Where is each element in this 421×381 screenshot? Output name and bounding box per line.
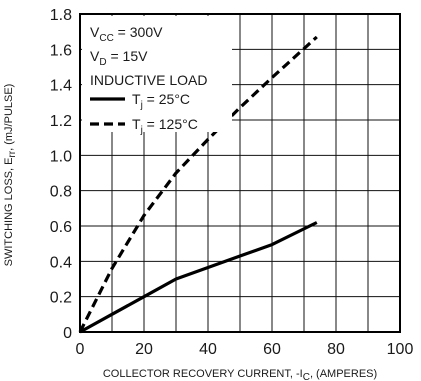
legend-item: Tj = 25°C: [90, 91, 190, 111]
y-tick-label: 0.6: [50, 219, 72, 236]
series-line-tj-125c: [78, 35, 318, 333]
condition-label: VCC = 300V: [90, 24, 163, 44]
y-tick-label: 0.4: [50, 254, 72, 271]
x-tick-label: 100: [387, 341, 414, 358]
y-tick-label: 1.8: [50, 7, 72, 24]
y-tick-label: 1.6: [50, 42, 72, 59]
annotation-layer: VCC = 300V VD = 15V INDUCTIVE LOAD Tj = 25°…: [82, 16, 232, 136]
plot-border: [79, 13, 401, 333]
y-tick-label: 0.8: [50, 184, 72, 201]
x-tick-label: 40: [199, 341, 217, 358]
legend-label: Tj = 25°C: [132, 91, 190, 111]
x-tick-label: 60: [263, 341, 281, 358]
x-tick-label: 80: [327, 341, 345, 358]
condition-label: VD = 15V: [90, 48, 148, 68]
y-axis-label: SWITCHING LOSS, Err, (mJ/PULSE): [3, 84, 18, 267]
x-axis-label: COLLECTOR RECOVERY CURRENT, -IC, (AMPERE…: [103, 368, 377, 381]
y-tick-label: 1.0: [50, 148, 72, 165]
legend-item: Tj = 125°C: [90, 116, 198, 136]
x-tick-labels: 0 20 40 60 80 100: [76, 341, 414, 358]
legend-label: Tj = 125°C: [132, 116, 198, 136]
x-tick-label: 20: [135, 341, 153, 358]
y-tick-label: 1.2: [50, 113, 72, 130]
condition-label: INDUCTIVE LOAD: [90, 72, 207, 88]
y-tick-labels: 0 0.2 0.4 0.6 0.8 1.0 1.2 1.4 1.6 1.8: [50, 7, 72, 342]
y-tick-label: 0.2: [50, 290, 72, 307]
y-tick-label: 0: [63, 325, 72, 342]
y-tick-label: 1.4: [50, 78, 72, 95]
plot-frame: [79, 13, 401, 333]
annotation-backdrop: [82, 16, 232, 132]
x-tick-label: 0: [76, 341, 85, 358]
series-line-tj-25c: [79, 221, 318, 334]
